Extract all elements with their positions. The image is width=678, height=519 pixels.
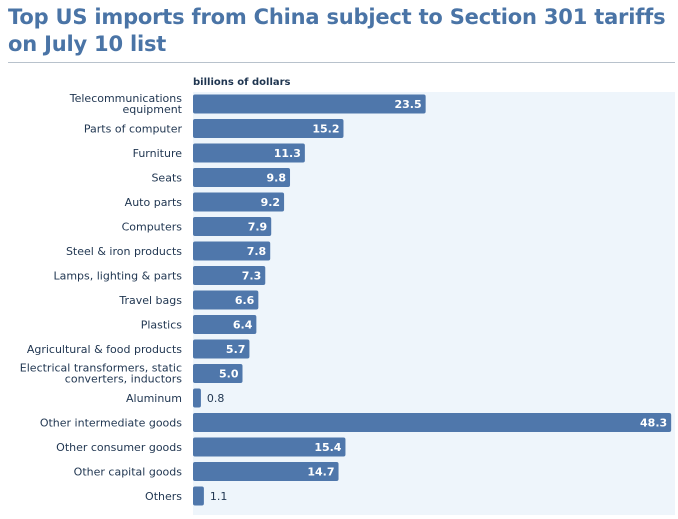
category-label: Steel & iron products	[66, 245, 182, 258]
category-label: Other capital goods	[74, 466, 183, 479]
bar-value-label: 6.4	[233, 319, 253, 332]
bar-value-label: 0.8	[207, 392, 225, 405]
bar-value-label: 7.9	[248, 221, 268, 234]
category-label: Others	[145, 490, 182, 503]
bar-value-label: 15.4	[314, 441, 341, 454]
bar-value-label: 48.3	[640, 417, 667, 430]
bar	[193, 143, 305, 163]
bar	[193, 290, 259, 310]
category-label: Other intermediate goods	[40, 417, 182, 430]
bar-value-label: 15.2	[312, 123, 339, 136]
category-label: Plastics	[141, 319, 183, 332]
bar	[193, 241, 271, 261]
category-label: Lamps, lighting & parts	[53, 270, 182, 283]
category-label: Aluminum	[126, 392, 182, 405]
bar-value-label: 11.3	[274, 147, 301, 160]
category-label: Travel bags	[118, 294, 182, 307]
chart-title: Top US imports from China subject to Sec…	[8, 5, 666, 56]
bar	[193, 437, 346, 457]
category-label: Computers	[122, 221, 183, 234]
bar	[193, 217, 272, 236]
bar	[193, 192, 285, 212]
bar-value-label: 23.5	[395, 98, 422, 111]
bar-value-label: 9.2	[261, 196, 281, 209]
bar	[193, 315, 257, 334]
category-label: Seats	[151, 172, 182, 185]
bar	[193, 462, 339, 481]
bar-value-label: 7.3	[242, 270, 262, 283]
bar	[193, 266, 266, 285]
bar-value-label: 6.6	[235, 294, 255, 307]
bar-value-label: 14.7	[307, 466, 334, 479]
bar-value-label: 7.8	[247, 245, 267, 258]
category-label: Furniture	[133, 147, 183, 160]
category-label: Parts of computer	[84, 123, 183, 136]
category-label: Auto parts	[125, 196, 183, 209]
bar	[193, 364, 243, 383]
units-label: billions of dollars	[193, 77, 291, 88]
bar	[193, 413, 672, 432]
bar-value-label: 5.7	[226, 343, 246, 356]
bars-layer: 23.5 Telecommunications equipment 15.2 Parts…	[20, 92, 672, 506]
bar	[193, 339, 250, 359]
title-divider	[8, 62, 675, 63]
bar-value-label: 5.0	[219, 368, 239, 381]
bar	[193, 94, 426, 114]
category-label: Telecommunications equipment	[69, 92, 183, 116]
category-label: Electrical transformers, static converter…	[20, 362, 182, 386]
bar-value-label: 1.1	[210, 490, 228, 503]
bar	[193, 388, 201, 408]
bar	[193, 486, 204, 506]
bar	[193, 119, 344, 138]
category-label: Other consumer goods	[56, 441, 182, 454]
category-label: Agricultural & food products	[27, 343, 182, 356]
bar-value-label: 9.8	[267, 172, 287, 185]
bar	[193, 168, 291, 187]
